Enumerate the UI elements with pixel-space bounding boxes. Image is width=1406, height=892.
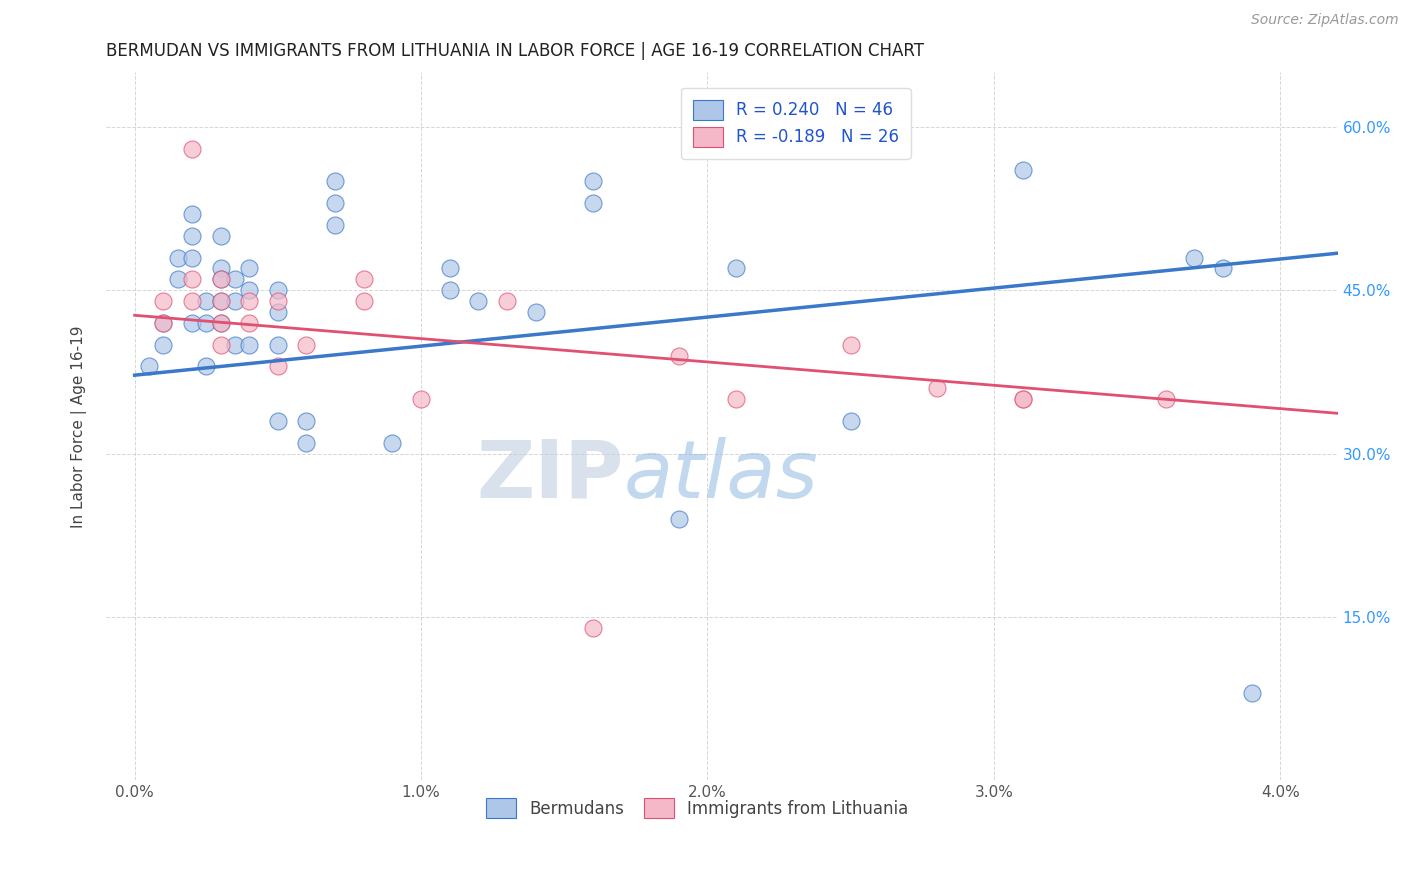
Point (195, 316, 218, 330)
Point (238, 337, 260, 351)
Point (409, 392, 432, 406)
Point (1011, 392, 1033, 406)
Point (1154, 392, 1177, 406)
Point (209, 261, 232, 276)
Point (668, 512, 690, 526)
Point (323, 174, 346, 188)
Point (925, 381, 948, 395)
Point (180, 207, 202, 221)
Point (496, 294, 519, 309)
Point (439, 283, 461, 297)
Point (152, 316, 174, 330)
Point (152, 337, 174, 351)
Point (209, 316, 232, 330)
Point (582, 174, 605, 188)
Point (323, 196, 346, 211)
Point (524, 305, 547, 319)
Point (295, 337, 318, 351)
Point (582, 196, 605, 211)
Point (166, 251, 188, 265)
Point (467, 294, 489, 309)
Point (180, 251, 202, 265)
Point (152, 294, 174, 309)
Point (180, 316, 202, 330)
Point (209, 337, 232, 351)
Point (295, 414, 318, 428)
Point (381, 435, 404, 450)
Text: ZIP: ZIP (477, 437, 623, 515)
Text: atlas: atlas (623, 437, 818, 515)
Point (166, 272, 188, 286)
Point (180, 228, 202, 243)
Legend: Bermudans, Immigrants from Lithuania: Bermudans, Immigrants from Lithuania (479, 791, 915, 825)
Point (267, 337, 290, 351)
Text: Source: ZipAtlas.com: Source: ZipAtlas.com (1251, 13, 1399, 28)
Point (725, 392, 748, 406)
Point (209, 316, 232, 330)
Point (323, 218, 346, 232)
Point (238, 294, 260, 309)
Point (353, 272, 375, 286)
Point (180, 294, 202, 309)
Point (839, 337, 862, 351)
Point (195, 359, 218, 374)
Point (180, 142, 202, 156)
Point (224, 294, 246, 309)
Point (238, 283, 260, 297)
Point (1011, 392, 1033, 406)
Point (1240, 686, 1263, 700)
Point (725, 261, 748, 276)
Y-axis label: In Labor Force | Age 16-19: In Labor Force | Age 16-19 (72, 325, 87, 527)
Point (152, 316, 174, 330)
Point (224, 337, 246, 351)
Point (1184, 251, 1206, 265)
Point (668, 349, 690, 363)
Point (353, 294, 375, 309)
Point (209, 294, 232, 309)
Point (295, 435, 318, 450)
Point (238, 261, 260, 276)
Point (267, 359, 290, 374)
Point (582, 621, 605, 635)
Point (267, 283, 290, 297)
Point (195, 294, 218, 309)
Point (138, 359, 160, 374)
Point (224, 272, 246, 286)
Point (209, 272, 232, 286)
Point (209, 228, 232, 243)
Point (209, 294, 232, 309)
Point (1212, 261, 1234, 276)
Point (267, 414, 290, 428)
Point (267, 305, 290, 319)
Text: BERMUDAN VS IMMIGRANTS FROM LITHUANIA IN LABOR FORCE | AGE 16-19 CORRELATION CHA: BERMUDAN VS IMMIGRANTS FROM LITHUANIA IN… (105, 42, 924, 60)
Point (180, 272, 202, 286)
Point (1011, 163, 1033, 178)
Point (238, 316, 260, 330)
Point (439, 261, 461, 276)
Point (209, 272, 232, 286)
Point (267, 294, 290, 309)
Point (839, 414, 862, 428)
